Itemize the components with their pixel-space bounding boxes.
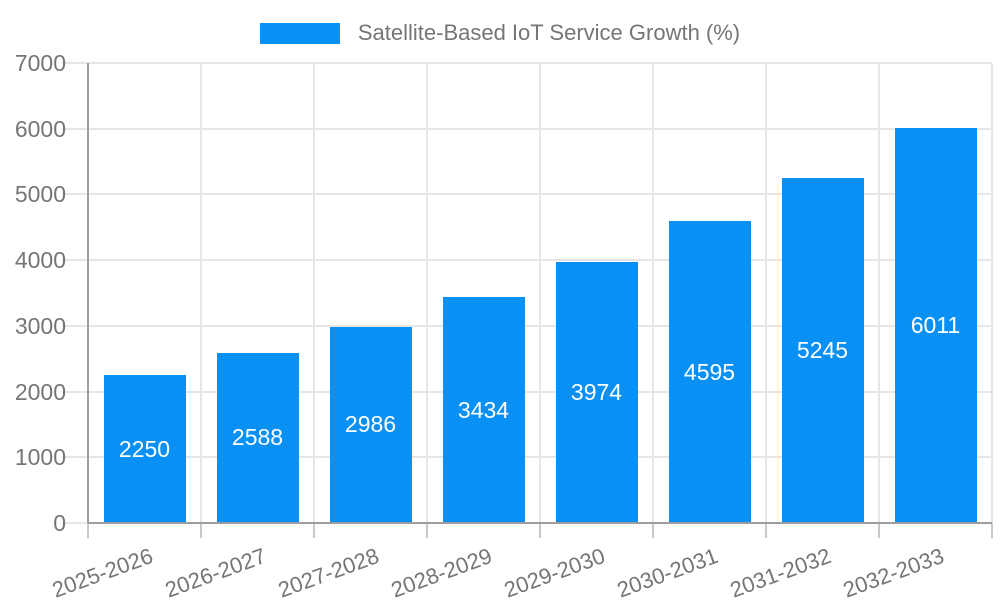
y-axis-tick-label: 3000 [14,312,66,339]
plot-area: 0 1000 2000 3000 4000 5000 6000 7000 2250 2025-20… [15,50,993,600]
bar: 4595 [668,221,751,523]
bar-value-label: 3974 [570,378,623,405]
grid-line-horizontal [62,193,992,196]
x-axis-tick-label: 2028-2029 [387,543,495,600]
y-axis-tick-label: 7000 [14,50,66,76]
grid-line-vertical [313,63,315,523]
bar: 3434 [442,297,525,523]
grid-line-vertical [200,63,202,523]
legend-swatch [259,22,340,44]
legend: Satellite-Based IoT Service Growth (%) [0,20,1000,46]
x-axis-tick-mark [991,523,993,538]
y-axis-tick-label: 0 [53,510,66,536]
x-axis-tick-label: 2027-2028 [274,543,382,600]
bar: 2986 [329,326,412,523]
grid-line-vertical [426,63,428,523]
y-axis-tick-label: 5000 [14,181,66,208]
x-axis-tick-mark [878,523,880,538]
grid-line-horizontal [62,127,992,130]
grid-line-horizontal [62,62,992,64]
bar: 3974 [555,261,638,523]
x-axis-tick-mark [200,523,202,538]
x-axis-tick-label: 2032-2033 [839,543,947,600]
x-axis-tick-mark [539,523,541,538]
grid-line-vertical [539,63,541,523]
x-axis-line [88,522,992,524]
legend-label: Satellite-Based IoT Service Growth (%) [357,20,741,45]
x-axis-tick-mark [426,523,428,538]
bar: 2588 [216,352,299,523]
y-axis-tick-label: 2000 [14,378,66,405]
x-axis-tick-label: 2025-2026 [48,543,156,600]
grid-line-horizontal [62,390,992,393]
grid-line-vertical [765,63,767,523]
x-axis-tick-mark [765,523,767,538]
y-axis-tick-label: 6000 [14,115,66,142]
x-axis-tick-label: 2029-2030 [500,543,608,600]
x-axis-tick-mark [313,523,315,538]
bar-value-label: 6011 [910,312,961,338]
grid-line-vertical [652,63,654,523]
grid-line-horizontal [62,324,992,327]
y-axis-tick-label: 4000 [14,247,66,274]
bar: 6011 [894,128,977,523]
x-axis-tick-label: 2026-2027 [161,543,269,600]
y-axis-tick-label: 1000 [14,444,66,471]
grid-line-horizontal [62,456,992,459]
bar-value-label: 3434 [457,396,510,423]
bar-value-label: 2588 [231,424,284,451]
bar-value-label: 5245 [796,337,849,364]
x-axis-tick-label: 2031-2032 [726,543,834,600]
bar: 2250 [103,375,186,523]
x-axis-tick-label: 2030-2031 [613,543,721,600]
grid-line-vertical [878,63,880,523]
x-axis-tick-mark [87,523,89,538]
grid-line-horizontal [62,259,992,262]
bar-value-label: 4595 [683,358,736,385]
y-axis-line [87,63,89,523]
bar-value-label: 2986 [344,411,397,438]
grid-line-vertical [991,63,993,523]
x-axis-tick-mark [652,523,654,538]
bar: 5245 [781,178,864,523]
bar-value-label: 2250 [118,435,171,462]
